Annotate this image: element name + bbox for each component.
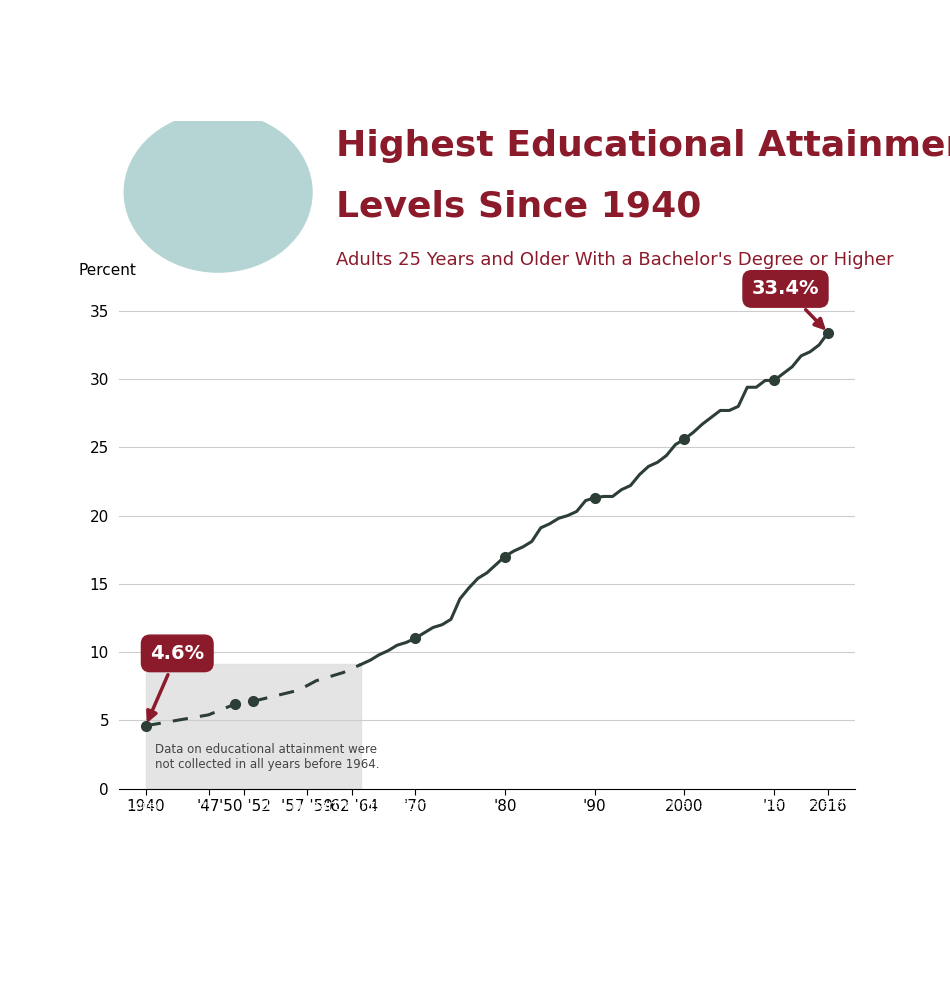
Text: Levels Since 1940: Levels Since 1940 [336,189,701,223]
Text: Census: Census [126,822,233,848]
Text: www.census.gov/programs-surveys/cps.html: www.census.gov/programs-surveys/cps.html [601,844,844,854]
Text: U.S. CENSUS BUREAU: U.S. CENSUS BUREAU [258,848,383,858]
Text: Current Population Survey: Current Population Survey [694,823,844,833]
Text: U.S. Department of Commerce: U.S. Department of Commerce [258,799,472,813]
Text: Percent: Percent [78,263,136,278]
Text: United States™: United States™ [128,801,209,811]
Text: 4.6%: 4.6% [148,644,204,720]
Text: 33.4%: 33.4% [751,279,824,328]
Text: www.census.gov/prod/www/decennial.html: www.census.gov/prod/www/decennial.html [610,866,844,876]
Text: Economics and Statistics Administration: Economics and Statistics Administration [258,826,496,838]
Polygon shape [145,664,361,789]
Text: Data on educational attainment were
not collected in all years before 1964.: Data on educational attainment were not … [155,743,379,771]
Text: census.gov: census.gov [258,870,342,883]
Text: Source:  1940-2010 Censuses and: Source: 1940-2010 Censuses and [649,799,844,809]
Text: Highest Educational Attainment: Highest Educational Attainment [336,129,950,163]
Ellipse shape [124,113,312,272]
Text: Adults 25 Years and Older With a Bachelor's Degree or Higher: Adults 25 Years and Older With a Bachelo… [336,251,894,269]
Text: Bureau: Bureau [169,875,209,885]
